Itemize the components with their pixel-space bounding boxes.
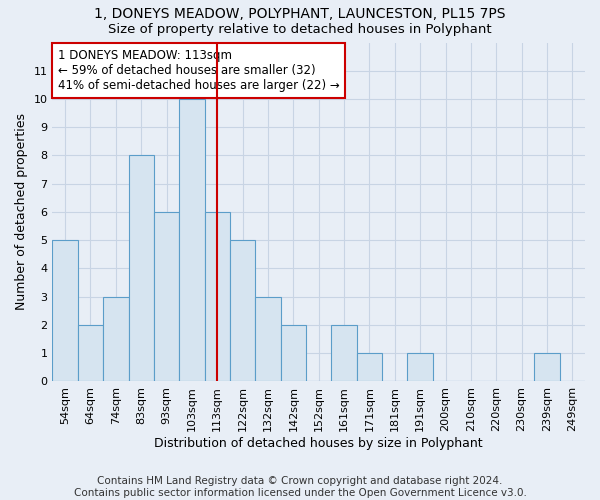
Bar bbox=[154, 212, 179, 382]
Bar bbox=[205, 212, 230, 382]
Bar bbox=[128, 156, 154, 382]
Text: Size of property relative to detached houses in Polyphant: Size of property relative to detached ho… bbox=[108, 22, 492, 36]
Y-axis label: Number of detached properties: Number of detached properties bbox=[15, 114, 28, 310]
Bar bbox=[256, 296, 281, 382]
Bar bbox=[103, 296, 128, 382]
Bar bbox=[331, 325, 357, 382]
Bar bbox=[52, 240, 78, 382]
Bar bbox=[407, 353, 433, 382]
Bar bbox=[78, 325, 103, 382]
Bar bbox=[534, 353, 560, 382]
Bar bbox=[281, 325, 306, 382]
Text: 1, DONEYS MEADOW, POLYPHANT, LAUNCESTON, PL15 7PS: 1, DONEYS MEADOW, POLYPHANT, LAUNCESTON,… bbox=[94, 8, 506, 22]
Bar bbox=[357, 353, 382, 382]
Bar bbox=[230, 240, 256, 382]
Text: 1 DONEYS MEADOW: 113sqm
← 59% of detached houses are smaller (32)
41% of semi-de: 1 DONEYS MEADOW: 113sqm ← 59% of detache… bbox=[58, 50, 340, 92]
Text: Contains HM Land Registry data © Crown copyright and database right 2024.
Contai: Contains HM Land Registry data © Crown c… bbox=[74, 476, 526, 498]
Bar bbox=[179, 99, 205, 382]
X-axis label: Distribution of detached houses by size in Polyphant: Distribution of detached houses by size … bbox=[154, 437, 483, 450]
